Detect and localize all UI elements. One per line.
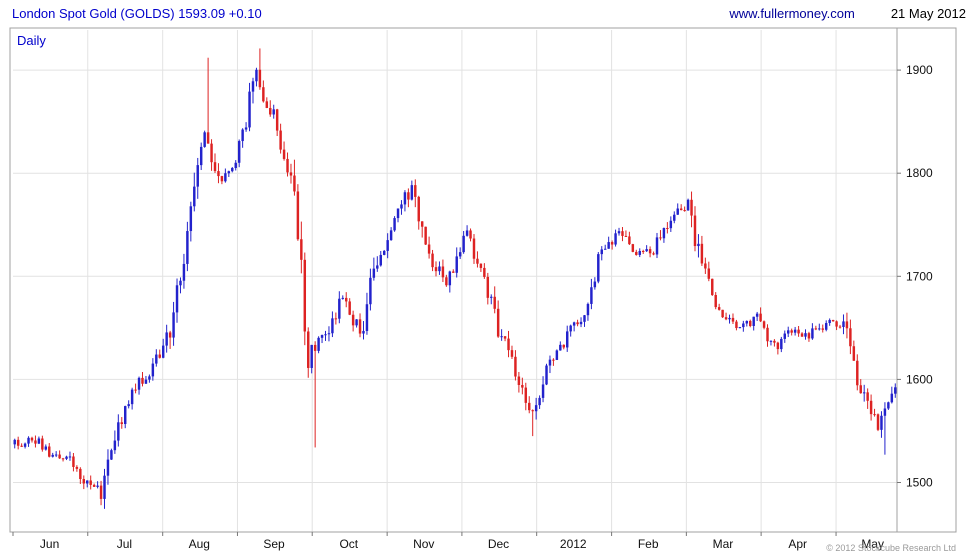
axes (9, 27, 957, 533)
svg-text:Oct: Oct (339, 537, 358, 551)
svg-text:Dec: Dec (488, 537, 509, 551)
svg-text:Jun: Jun (40, 537, 59, 551)
svg-text:Jul: Jul (117, 537, 132, 551)
svg-text:Sep: Sep (263, 537, 285, 551)
svg-text:Feb: Feb (638, 537, 659, 551)
svg-text:Apr: Apr (788, 537, 807, 551)
grid (13, 30, 897, 532)
svg-text:1800: 1800 (906, 166, 933, 180)
copyright-text: © 2012 Stockcube Research Ltd (826, 543, 956, 553)
header-right-group: www.fullermoney.com 21 May 2012 (729, 6, 966, 21)
y-axis-labels: 1500 1600 1700 1800 1900 (897, 63, 933, 490)
svg-text:1700: 1700 (906, 269, 933, 283)
chart-header: London Spot Gold (GOLDS) 1593.09 +0.10 w… (0, 0, 980, 26)
x-axis-labels: Jun Jul Aug Sep Oct Nov Dec 2012 Feb Mar Apr May (12, 532, 884, 551)
svg-text:1600: 1600 (906, 372, 933, 386)
website-text: www.fullermoney.com (729, 5, 855, 21)
candlestick-series (13, 48, 897, 509)
svg-text:Nov: Nov (413, 537, 434, 551)
svg-text:May: May (861, 537, 884, 551)
svg-text:1500: 1500 (906, 476, 933, 490)
instrument-title: London Spot Gold (GOLDS) 1593.09 +0.10 (12, 5, 262, 21)
svg-text:Mar: Mar (713, 537, 734, 551)
svg-text:1900: 1900 (906, 63, 933, 77)
svg-text:Aug: Aug (189, 537, 210, 551)
svg-text:2012: 2012 (560, 537, 587, 551)
chart-date: 21 May 2012 (890, 5, 966, 21)
timeframe-label: Daily (17, 33, 46, 48)
price-chart-canvas: 1500 1600 1700 1800 1900 Jun Jul Aug Sep Oct Nov De… (9, 27, 957, 551)
